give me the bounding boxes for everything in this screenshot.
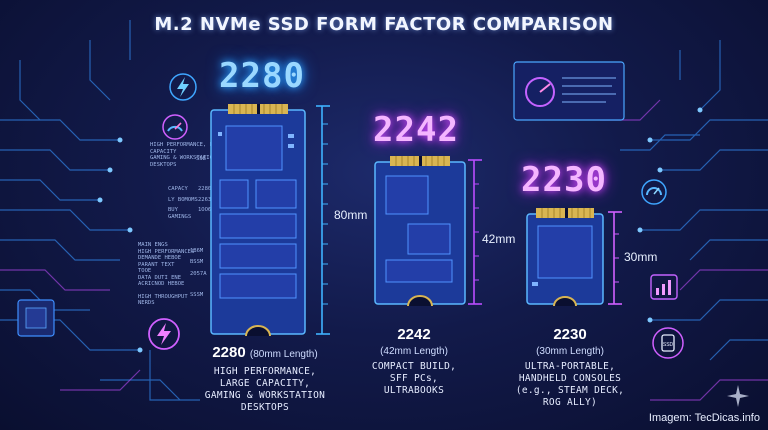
caption-2280-line: LARGE CAPACITY, — [219, 378, 311, 389]
caption-2280: 2280 (80mm Length) HIGH PERFORMANCE, LAR… — [180, 344, 350, 414]
spec-value: BSSM — [190, 258, 204, 265]
chip-icon — [17, 299, 55, 337]
length-30mm-label: 30mm — [624, 250, 658, 264]
caption-2230: 2230 (30mm Length) ULTRA-PORTABLE, HANDH… — [500, 326, 640, 409]
speedometer-icon — [641, 179, 667, 205]
caption-2242-code: 2242 — [397, 326, 431, 343]
spec-value: 1OO6 — [198, 207, 212, 213]
caption-2230-line: HANDHELD CONSOLES — [518, 373, 622, 384]
spec-label: MAIN ENGS — [138, 242, 168, 248]
lightning-icon — [148, 318, 180, 350]
ruler-80mm — [316, 105, 330, 335]
ssd-icon: SSD — [652, 327, 684, 359]
ssd-2242-board — [374, 156, 466, 306]
spec-labels-group: CAPACY LY BOMOMS BUY GAMINGS — [168, 186, 198, 220]
spec-label: CAPACY — [168, 186, 188, 192]
spec-label: HIGH THROUGHPUT — [138, 293, 188, 300]
spec-value: SSSM — [190, 291, 204, 298]
spec-label: DATA DUTI ENE — [138, 274, 182, 281]
caption-2242-line: COMPACT BUILD, — [371, 361, 457, 372]
spec-label: GAMING & WORKSTATION — [150, 155, 217, 161]
spec-label: NERDS — [138, 300, 155, 306]
spec-value: SSB — [196, 156, 206, 162]
caption-2280-title: 2280 (80mm Length) — [180, 344, 350, 361]
spec-label: PARANT TEXT — [138, 261, 175, 268]
lightning-icon — [169, 73, 197, 101]
spec-label: BUY — [168, 207, 178, 213]
image-credit: Imagem: TecDicas.info — [648, 412, 760, 424]
length-42mm-label: 42mm — [482, 232, 516, 246]
spec-label: GAMINGS — [168, 213, 192, 220]
spec-label: TOOE — [138, 268, 152, 274]
caption-2230-line: ROG ALLY) — [542, 397, 598, 408]
speedometer-icon — [162, 114, 188, 140]
spec-value: 2263 — [198, 196, 212, 203]
form-factor-2280-label: 2280 — [219, 56, 305, 96]
ssd-2230-board — [526, 208, 604, 306]
spec-label: HIGH PERFORMANCES — [138, 248, 195, 255]
svg-text:SSD: SSD — [663, 342, 674, 348]
ruler-30mm — [608, 211, 622, 305]
caption-2230-line: (e.g., STEAM DECK, — [515, 385, 625, 396]
caption-2280-length: (80mm Length) — [249, 349, 318, 360]
form-factor-2230-label: 2230 — [521, 160, 607, 200]
caption-2280-code: 2280 — [212, 344, 246, 361]
ssd-2280-board — [210, 104, 306, 336]
length-80mm-label: 80mm — [334, 208, 368, 222]
caption-2242-line: ULTRABOOKS — [383, 385, 445, 396]
spec-values-group: 2280 2263 1OO6 — [198, 186, 211, 214]
caption-2230-length: (30mm Length) — [536, 346, 604, 357]
caption-2280-line: GAMING & WORKSTATION — [204, 390, 326, 401]
caption-2242-length: (42mm Length) — [380, 346, 448, 357]
form-factor-2242-label: 2242 — [373, 110, 459, 150]
spec-values-group: 1B6M BSSM 2057A SSSM — [190, 248, 207, 298]
caption-2280-line: HIGH PERFORMANCE, — [213, 366, 317, 377]
caption-2230-line: ULTRA-PORTABLE, — [524, 361, 616, 372]
spec-labels-group: MAIN ENGS HIGH PERFORMANCES DEMANDE HEBO… — [138, 242, 194, 307]
spec-label: LY BOMOMS — [168, 196, 198, 203]
bar-chart-icon — [650, 274, 678, 300]
spec-value: 1B6M — [190, 248, 204, 254]
spec-value: 2280 — [198, 186, 212, 192]
caption-2242: 2242 (42mm Length) COMPACT BUILD, SFF PC… — [352, 326, 476, 397]
sparkle-icon — [727, 385, 749, 407]
spec-label: DEMANDE HEBOE — [138, 255, 182, 261]
monitor-panel — [513, 61, 625, 121]
spec-label: ACRICNOD HEBOE — [138, 281, 185, 287]
spec-value: 2057A — [190, 271, 207, 277]
caption-2230-code: 2230 — [553, 326, 587, 343]
ruler-42mm — [468, 159, 482, 305]
page-title: M.2 NVMe SSD FORM FACTOR COMPARISON — [154, 14, 614, 35]
spec-label: CAPACITY — [150, 148, 177, 155]
caption-2280-line: DESKTOPS — [240, 402, 290, 413]
caption-2242-line: SFF PCs, — [389, 373, 439, 384]
spec-label: DESKTOPS — [150, 161, 177, 168]
